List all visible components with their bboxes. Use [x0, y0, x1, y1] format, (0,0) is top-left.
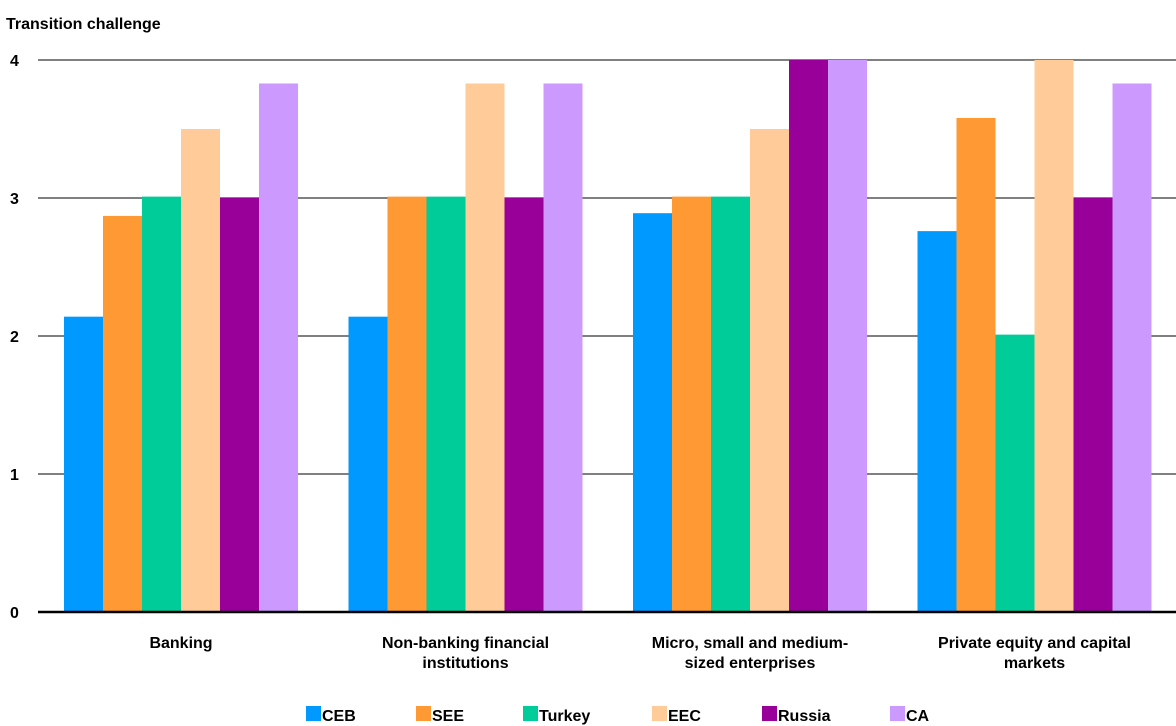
bar-turkey	[426, 196, 466, 612]
legend: CEB SEE Turkey EEC Russia CA	[306, 706, 930, 725]
legend-label-russia: Russia	[778, 708, 831, 725]
legend-swatch-turkey	[523, 706, 538, 721]
bar-see	[956, 117, 996, 613]
legend-label-ca: CA	[906, 708, 930, 725]
legend-swatch-ca	[890, 706, 905, 721]
bar-ceb	[64, 316, 103, 612]
bar-russia	[504, 198, 544, 612]
category-label: Banking	[149, 635, 212, 652]
bar-ca	[259, 83, 298, 612]
legend-swatch-russia	[762, 706, 777, 721]
bar-russia	[220, 198, 259, 612]
bar-eec	[465, 83, 505, 612]
bar-turkey	[711, 196, 750, 612]
category-labels: Banking Non-banking financial institutions…	[149, 635, 1131, 672]
category-label: Private equity and capital markets	[938, 635, 1131, 672]
y-tick-label: 1	[10, 467, 19, 484]
bar-see	[103, 215, 142, 612]
legend-swatch-ceb	[306, 706, 321, 721]
bar-ceb	[917, 231, 957, 612]
legend-swatch-eec	[652, 706, 667, 721]
bar-eec	[750, 129, 789, 612]
y-tick-label: 0	[10, 605, 19, 622]
category-label: Non-banking financial institutions	[382, 635, 549, 672]
bar-ceb	[633, 213, 672, 612]
bar-turkey	[995, 334, 1035, 612]
bar-ca	[1112, 83, 1152, 612]
bar-russia	[789, 60, 828, 612]
category-label: Micro, small and medium-sized enterprise…	[652, 635, 848, 672]
y-tick-label: 3	[10, 191, 19, 208]
y-tick-labels: 0 1 2 3 4	[10, 53, 19, 622]
y-tick-label: 4	[10, 53, 19, 70]
bars	[64, 60, 1152, 613]
legend-label-turkey: Turkey	[539, 708, 590, 725]
bar-eec	[181, 129, 220, 612]
bar-ca	[543, 83, 583, 612]
legend-label-ceb: CEB	[322, 708, 356, 725]
bar-see	[672, 196, 711, 612]
y-tick-label: 2	[10, 329, 19, 346]
bar-see	[387, 196, 427, 612]
bar-ca	[828, 60, 867, 612]
bar-ceb	[348, 316, 388, 612]
bar-russia	[1073, 198, 1113, 612]
legend-label-see: SEE	[432, 708, 464, 725]
bar-eec	[1034, 60, 1074, 612]
legend-label-eec: EEC	[668, 708, 701, 725]
legend-swatch-see	[416, 706, 431, 721]
y-axis-title: Transition challenge	[6, 16, 161, 33]
bar-turkey	[142, 196, 181, 612]
